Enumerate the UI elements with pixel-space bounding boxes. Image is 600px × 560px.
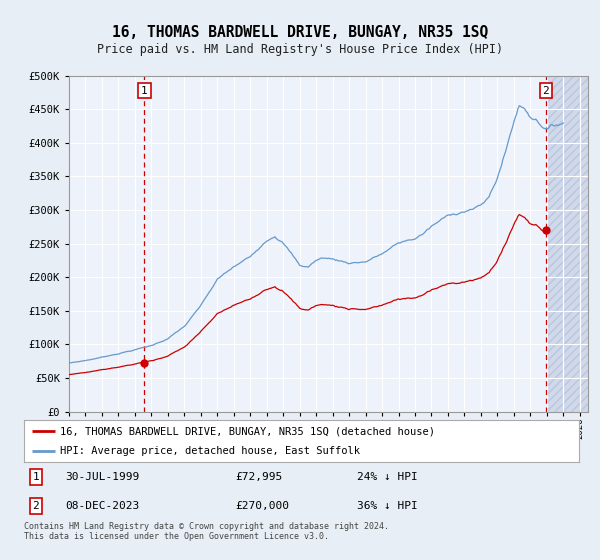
Text: 16, THOMAS BARDWELL DRIVE, BUNGAY, NR35 1SQ: 16, THOMAS BARDWELL DRIVE, BUNGAY, NR35 …: [112, 25, 488, 40]
Text: 2: 2: [542, 86, 549, 96]
Text: 1: 1: [32, 472, 39, 482]
Text: £270,000: £270,000: [235, 501, 289, 511]
Text: 16, THOMAS BARDWELL DRIVE, BUNGAY, NR35 1SQ (detached house): 16, THOMAS BARDWELL DRIVE, BUNGAY, NR35 …: [60, 426, 435, 436]
Text: £72,995: £72,995: [235, 472, 282, 482]
Text: 24% ↓ HPI: 24% ↓ HPI: [357, 472, 418, 482]
Text: 36% ↓ HPI: 36% ↓ HPI: [357, 501, 418, 511]
Text: HPI: Average price, detached house, East Suffolk: HPI: Average price, detached house, East…: [60, 446, 360, 456]
Text: Contains HM Land Registry data © Crown copyright and database right 2024.
This d: Contains HM Land Registry data © Crown c…: [24, 522, 389, 542]
Text: 2: 2: [32, 501, 39, 511]
Bar: [547, 76, 588, 412]
Text: 30-JUL-1999: 30-JUL-1999: [65, 472, 140, 482]
Text: 1: 1: [141, 86, 148, 96]
Text: Price paid vs. HM Land Registry's House Price Index (HPI): Price paid vs. HM Land Registry's House …: [97, 43, 503, 55]
Text: 08-DEC-2023: 08-DEC-2023: [65, 501, 140, 511]
